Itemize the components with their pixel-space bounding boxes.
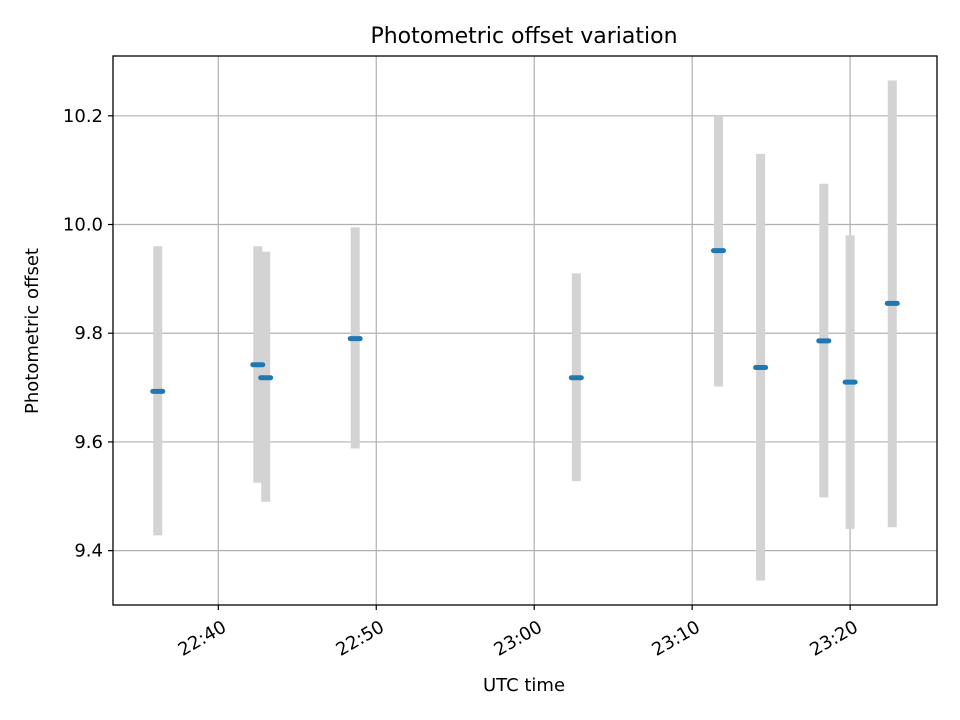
y-tick-label: 9.4: [74, 541, 103, 562]
chart-title: Photometric offset variation: [370, 24, 677, 49]
y-tick-label: 9.8: [74, 323, 103, 344]
x-axis-label: UTC time: [483, 675, 565, 696]
y-tick-label: 10.0: [63, 215, 103, 236]
data-markers: [150, 248, 900, 394]
y-axis-label: Photometric offset: [22, 248, 43, 414]
plot-frame: [112, 55, 938, 606]
y-tick-label: 9.6: [74, 432, 103, 453]
y-axis: 9.4 9.6 9.8 10.0 10.2: [63, 106, 113, 562]
y-tick-label: 10.2: [63, 106, 103, 127]
